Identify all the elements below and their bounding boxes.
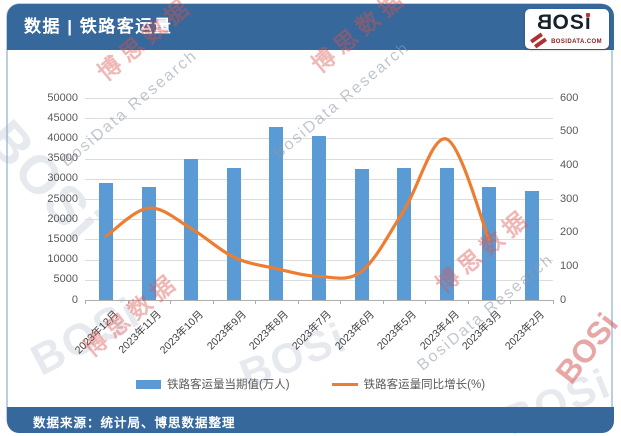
right-axis-tick: 200 <box>560 226 579 239</box>
x-axis-tickmark <box>255 300 257 304</box>
legend-bar-swatch-icon <box>135 379 161 389</box>
x-axis-tickmark <box>382 300 384 304</box>
left-axis-tick: 50000 <box>47 91 78 104</box>
right-axis-tick: 0 <box>560 293 567 306</box>
left-axis-tick: 25000 <box>47 192 78 205</box>
left-axis-tick: 45000 <box>47 111 78 124</box>
right-axis-tick: 100 <box>560 259 579 272</box>
legend-item-bar: 铁路客运量当期值(万人) <box>135 376 290 392</box>
gridline <box>85 300 553 301</box>
left-axis-tick: 30000 <box>47 172 78 185</box>
x-axis-tickmark <box>170 300 172 304</box>
x-axis-tickmark <box>510 300 512 304</box>
data-source: 数据来源：统计局、博思数据整理 <box>33 416 236 430</box>
x-axis-tickmark <box>340 300 342 304</box>
legend-bar-label: 铁路客运量当期值(万人) <box>166 379 290 391</box>
x-axis-tickmark <box>127 300 129 304</box>
bosi-logo: BOSi BOSIDATA.COM <box>525 9 609 49</box>
x-axis-tickmark <box>467 300 469 304</box>
right-axis-tick: 300 <box>560 192 579 205</box>
x-axis-tickmark <box>425 300 427 304</box>
footer-banner: 数据来源：统计局、博思数据整理 <box>7 407 614 433</box>
left-axis-tick: 5000 <box>53 273 78 286</box>
gridline <box>85 118 553 120</box>
right-axis-tick: 600 <box>560 91 579 104</box>
bosi-logo-text: BOSi <box>536 11 592 34</box>
page-title: 数据 | 铁路客运量 <box>24 17 173 36</box>
bar-2023年11月 <box>141 187 156 300</box>
chart-legend: 铁路客运量当期值(万人) 铁路客运量同比增长(%) <box>0 376 621 392</box>
bar-2023年7月 <box>312 135 326 300</box>
bar-2023年3月 <box>482 187 497 300</box>
bar-2023年12月 <box>99 182 114 300</box>
bar-2023年2月 <box>524 190 539 300</box>
header-banner <box>7 4 614 50</box>
bar-2023年10月 <box>184 158 199 300</box>
right-axis-tick: 400 <box>560 158 579 171</box>
bosi-logo-site: BOSIDATA.COM <box>551 39 602 45</box>
legend-line-swatch-icon <box>331 382 358 386</box>
bar-2023年4月 <box>439 168 454 300</box>
left-axis-tick: 35000 <box>47 152 78 165</box>
x-axis-tickmark <box>297 300 299 304</box>
legend-item-line: 铁路客运量同比增长(%) <box>331 376 486 392</box>
left-axis-tick: 40000 <box>47 131 78 144</box>
left-axis-tick: 15000 <box>47 232 78 245</box>
legend-line-label: 铁路客运量同比增长(%) <box>363 379 486 391</box>
x-axis-tickmark <box>212 300 214 304</box>
right-axis-tick: 500 <box>560 125 579 138</box>
left-axis-tick: 10000 <box>47 253 78 266</box>
left-axis-tick: 20000 <box>47 212 78 225</box>
card-border <box>6 3 613 432</box>
bar-2023年9月 <box>226 168 241 300</box>
bar-2023年6月 <box>354 169 369 300</box>
gridline <box>85 98 553 99</box>
x-axis-tickmark <box>85 300 86 304</box>
left-axis-tick: 0 <box>71 293 78 306</box>
x-axis-tickmark <box>553 300 554 304</box>
bar-2023年8月 <box>269 127 284 300</box>
bar-2023年5月 <box>397 168 412 300</box>
